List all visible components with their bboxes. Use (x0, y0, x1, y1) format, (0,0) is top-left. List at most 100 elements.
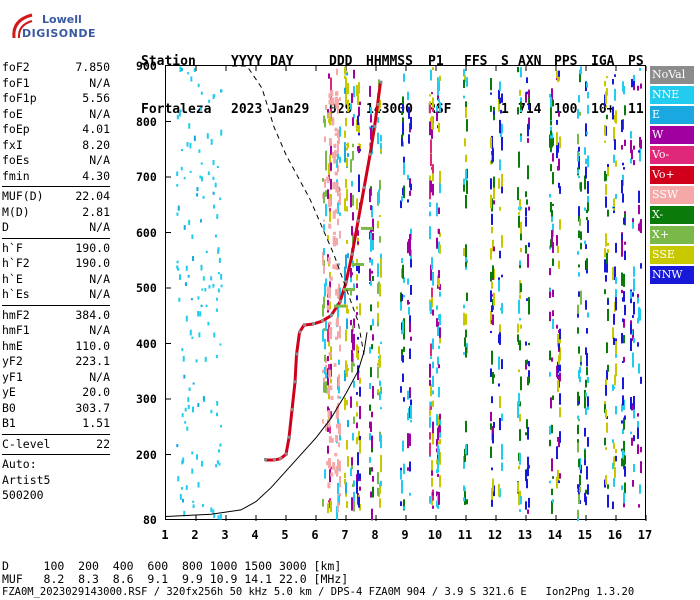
echo-mark (177, 267, 180, 271)
echo-mark (328, 436, 332, 443)
echo-mark (623, 440, 625, 452)
echo-mark (436, 305, 438, 310)
echo-mark (492, 239, 494, 252)
echo-mark (409, 348, 411, 359)
echo-mark (379, 80, 383, 84)
echo-mark (559, 347, 561, 361)
echo-mark (621, 242, 623, 257)
param-value: 8.20 (82, 137, 110, 152)
echo-mark (338, 495, 340, 505)
echo-mark (377, 132, 379, 145)
echo-mark (324, 179, 326, 188)
echo-mark (351, 497, 353, 511)
echo-mark (402, 264, 404, 279)
echo-mark (337, 218, 339, 226)
echo-mark (559, 328, 561, 340)
echo-mark (430, 401, 432, 410)
param-row: C-level 22 (2, 437, 110, 453)
echo-mark (622, 297, 624, 302)
echo-mark (556, 324, 558, 329)
echo-mark (520, 233, 522, 241)
echo-mark (353, 363, 355, 367)
echo-mark (357, 230, 359, 236)
echo-mark (633, 74, 635, 82)
echo-mark (335, 288, 339, 296)
echo-mark (466, 292, 468, 302)
x-tick-label: 11 (457, 528, 473, 542)
echo-mark (624, 250, 626, 261)
echo-mark (551, 424, 553, 434)
echo-mark (179, 66, 182, 73)
echo-mark (491, 350, 493, 365)
echo-mark (621, 272, 623, 286)
echo-mark (577, 304, 579, 314)
echo-mark (607, 494, 609, 508)
echo-mark (410, 257, 412, 268)
echo-mark (200, 304, 203, 308)
echo-mark (612, 78, 614, 85)
echo-mark (623, 167, 625, 170)
param-value: N/A (89, 323, 110, 337)
echo-mark (372, 476, 374, 482)
autoscaler-name: Artist5 (2, 472, 51, 487)
echo-mark (358, 263, 360, 274)
echo-mark (621, 458, 623, 467)
echo-mark (584, 397, 586, 409)
echo-mark (212, 509, 215, 514)
echo-mark (273, 457, 276, 461)
echo-mark (329, 111, 331, 126)
echo-mark (327, 328, 329, 338)
echo-mark (371, 270, 373, 274)
echo-mark (633, 301, 635, 315)
param-name: h`Es (2, 287, 30, 301)
echo-mark (204, 288, 207, 292)
echo-mark (493, 176, 495, 188)
echo-mark (429, 442, 431, 456)
echo-mark (346, 239, 348, 244)
echo-mark (325, 278, 327, 287)
echo-mark (439, 170, 441, 184)
echo-mark (501, 413, 503, 421)
echo-mark (329, 276, 333, 281)
echo-mark (517, 107, 519, 115)
echo-mark (615, 405, 617, 415)
polarization-legend: NoVal NNE E W Vo- Vo+ SSW X- X+ SSE NNW (650, 66, 694, 286)
echo-mark (334, 171, 338, 176)
param-row: foE N/A (2, 107, 110, 123)
echo-mark (630, 338, 632, 351)
echo-mark (638, 150, 640, 153)
echo-mark (377, 117, 379, 123)
param-value: 110.0 (75, 338, 110, 353)
echo-mark (606, 370, 608, 381)
echo-mark (549, 268, 551, 276)
echo-mark (437, 356, 439, 365)
y-tick-label: 80 (143, 513, 157, 527)
divider (2, 454, 110, 455)
echo-mark (614, 266, 616, 280)
echo-mark (490, 368, 492, 377)
legend-item: X+ (650, 226, 694, 244)
echo-mark (520, 376, 522, 391)
echo-mark (214, 182, 217, 188)
echo-mark (347, 142, 349, 149)
echo-mark (407, 433, 409, 442)
echo-mark (430, 69, 432, 81)
echo-mark (586, 131, 588, 135)
echo-mark (337, 202, 339, 214)
param-name: hmF2 (2, 307, 30, 322)
echo-mark (550, 397, 552, 406)
echo-mark (334, 304, 346, 308)
echo-mark (345, 482, 347, 494)
echo-mark (556, 446, 558, 460)
echo-mark (410, 336, 412, 341)
echo-mark (615, 341, 617, 355)
echo-mark (528, 360, 530, 367)
echo-mark (358, 496, 360, 508)
echo-mark (630, 323, 632, 334)
echo-mark (337, 105, 339, 114)
echo-mark (338, 374, 340, 387)
echo-mark (490, 330, 492, 334)
echo-mark (432, 400, 434, 407)
echo-mark (219, 343, 222, 346)
echo-mark (527, 138, 529, 143)
